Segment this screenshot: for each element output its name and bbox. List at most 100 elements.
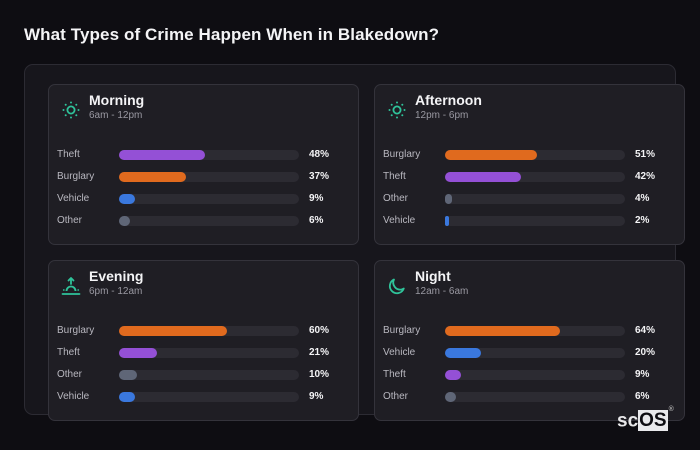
bar-track — [445, 194, 625, 204]
bar-label: Burglary — [383, 325, 421, 336]
bar-label: Other — [57, 215, 83, 226]
bar-percentage: 9% — [309, 391, 324, 402]
bar-fill-vehicle — [445, 348, 481, 358]
bar-row: Other 4% — [383, 192, 673, 206]
moon-icon — [388, 278, 405, 295]
bar-label: Theft — [57, 149, 80, 160]
bar-track — [445, 370, 625, 380]
card-subtitle: 6pm - 12am — [89, 286, 143, 297]
bar-fill-theft — [445, 370, 462, 380]
bar-label: Other — [383, 391, 409, 402]
bar-fill-theft — [119, 150, 206, 160]
bar-percentage: 48% — [309, 149, 330, 160]
bar-row: Burglary 60% — [57, 324, 347, 338]
logo-prefix: sc — [617, 410, 639, 432]
bar-percentage: 20% — [635, 347, 656, 358]
bar-percentage: 9% — [309, 193, 324, 204]
card-subtitle: 12am - 6am — [415, 286, 469, 297]
bar-row: Other 10% — [57, 368, 347, 382]
bar-label: Vehicle — [383, 215, 416, 226]
bar-label: Theft — [57, 347, 80, 358]
bar-label: Burglary — [57, 171, 95, 182]
bar-track — [119, 392, 299, 402]
bar-row: Burglary 51% — [383, 148, 673, 162]
bar-row: Vehicle 2% — [383, 214, 673, 228]
bar-row: Vehicle 20% — [383, 346, 673, 360]
bar-percentage: 10% — [309, 369, 330, 380]
bar-percentage: 64% — [635, 325, 656, 336]
bar-label: Vehicle — [57, 193, 90, 204]
bar-track — [119, 172, 299, 182]
bar-percentage: 2% — [635, 215, 650, 226]
logo-mark: ® — [668, 406, 674, 413]
bar-track — [119, 348, 299, 358]
bar-label: Theft — [383, 369, 406, 380]
bar-track — [445, 216, 625, 226]
card-night: Night 12am - 6am Burglary 64% Vehicle 20% Th… — [374, 260, 685, 421]
card-afternoon: Afternoon 12pm - 6pm Burglary 51% Theft 42%… — [374, 84, 685, 245]
bar-percentage: 4% — [635, 193, 650, 204]
bar-fill-burglary — [119, 326, 227, 336]
bar-track — [119, 216, 299, 226]
bar-row: Theft 21% — [57, 346, 347, 360]
sun-icon — [388, 101, 406, 119]
bar-label: Other — [57, 369, 83, 380]
card-subtitle: 12pm - 6pm — [415, 110, 469, 121]
bar-percentage: 21% — [309, 347, 330, 358]
bar-percentage: 42% — [635, 171, 656, 182]
bar-track — [119, 370, 299, 380]
bar-fill-other — [119, 216, 130, 226]
bar-track — [445, 172, 625, 182]
bar-fill-burglary — [445, 326, 561, 336]
bar-percentage: 37% — [309, 171, 330, 182]
card-title: Morning — [89, 92, 145, 108]
bar-row: Burglary 37% — [57, 170, 347, 184]
bar-percentage: 51% — [635, 149, 656, 160]
bar-track — [445, 326, 625, 336]
bar-fill-vehicle — [445, 216, 449, 226]
bar-label: Other — [383, 193, 409, 204]
bar-fill-theft — [119, 348, 157, 358]
card-title: Night — [415, 268, 451, 284]
bar-track — [119, 194, 299, 204]
bar-label: Theft — [383, 171, 406, 182]
bar-fill-other — [445, 392, 456, 402]
bar-percentage: 9% — [635, 369, 650, 380]
bar-fill-burglary — [119, 172, 186, 182]
scos-logo: scOS® — [617, 406, 674, 432]
bar-label: Burglary — [383, 149, 421, 160]
logo-highlight: OS — [638, 410, 668, 432]
bar-fill-burglary — [445, 150, 537, 160]
sunset-icon — [61, 277, 81, 295]
bar-fill-vehicle — [119, 392, 136, 402]
bar-row: Theft 48% — [57, 148, 347, 162]
bar-row: Theft 9% — [383, 368, 673, 382]
bar-fill-other — [119, 370, 137, 380]
bar-percentage: 6% — [309, 215, 324, 226]
card-subtitle: 6am - 12pm — [89, 110, 143, 121]
bar-row: Other 6% — [57, 214, 347, 228]
card-title: Evening — [89, 268, 144, 284]
bar-label: Vehicle — [57, 391, 90, 402]
bar-fill-other — [445, 194, 453, 204]
bar-row: Theft 42% — [383, 170, 673, 184]
bar-row: Vehicle 9% — [57, 192, 347, 206]
bar-fill-theft — [445, 172, 521, 182]
card-title: Afternoon — [415, 92, 482, 108]
bar-track — [119, 150, 299, 160]
bar-percentage: 6% — [635, 391, 650, 402]
bar-row: Burglary 64% — [383, 324, 673, 338]
bar-track — [445, 150, 625, 160]
card-morning: Morning 6am - 12pm Theft 48% Burglary 37% Ve… — [48, 84, 359, 245]
bar-row: Vehicle 9% — [57, 390, 347, 404]
bar-track — [445, 392, 625, 402]
card-evening: Evening 6pm - 12am Burglary 60% Theft 21% Ot… — [48, 260, 359, 421]
bar-row: Other 6% — [383, 390, 673, 404]
bar-fill-vehicle — [119, 194, 136, 204]
sun-icon — [62, 101, 80, 119]
bar-track — [445, 348, 625, 358]
bar-track — [119, 326, 299, 336]
bar-percentage: 60% — [309, 325, 330, 336]
bar-label: Vehicle — [383, 347, 416, 358]
page-title: What Types of Crime Happen When in Blake… — [24, 25, 440, 44]
